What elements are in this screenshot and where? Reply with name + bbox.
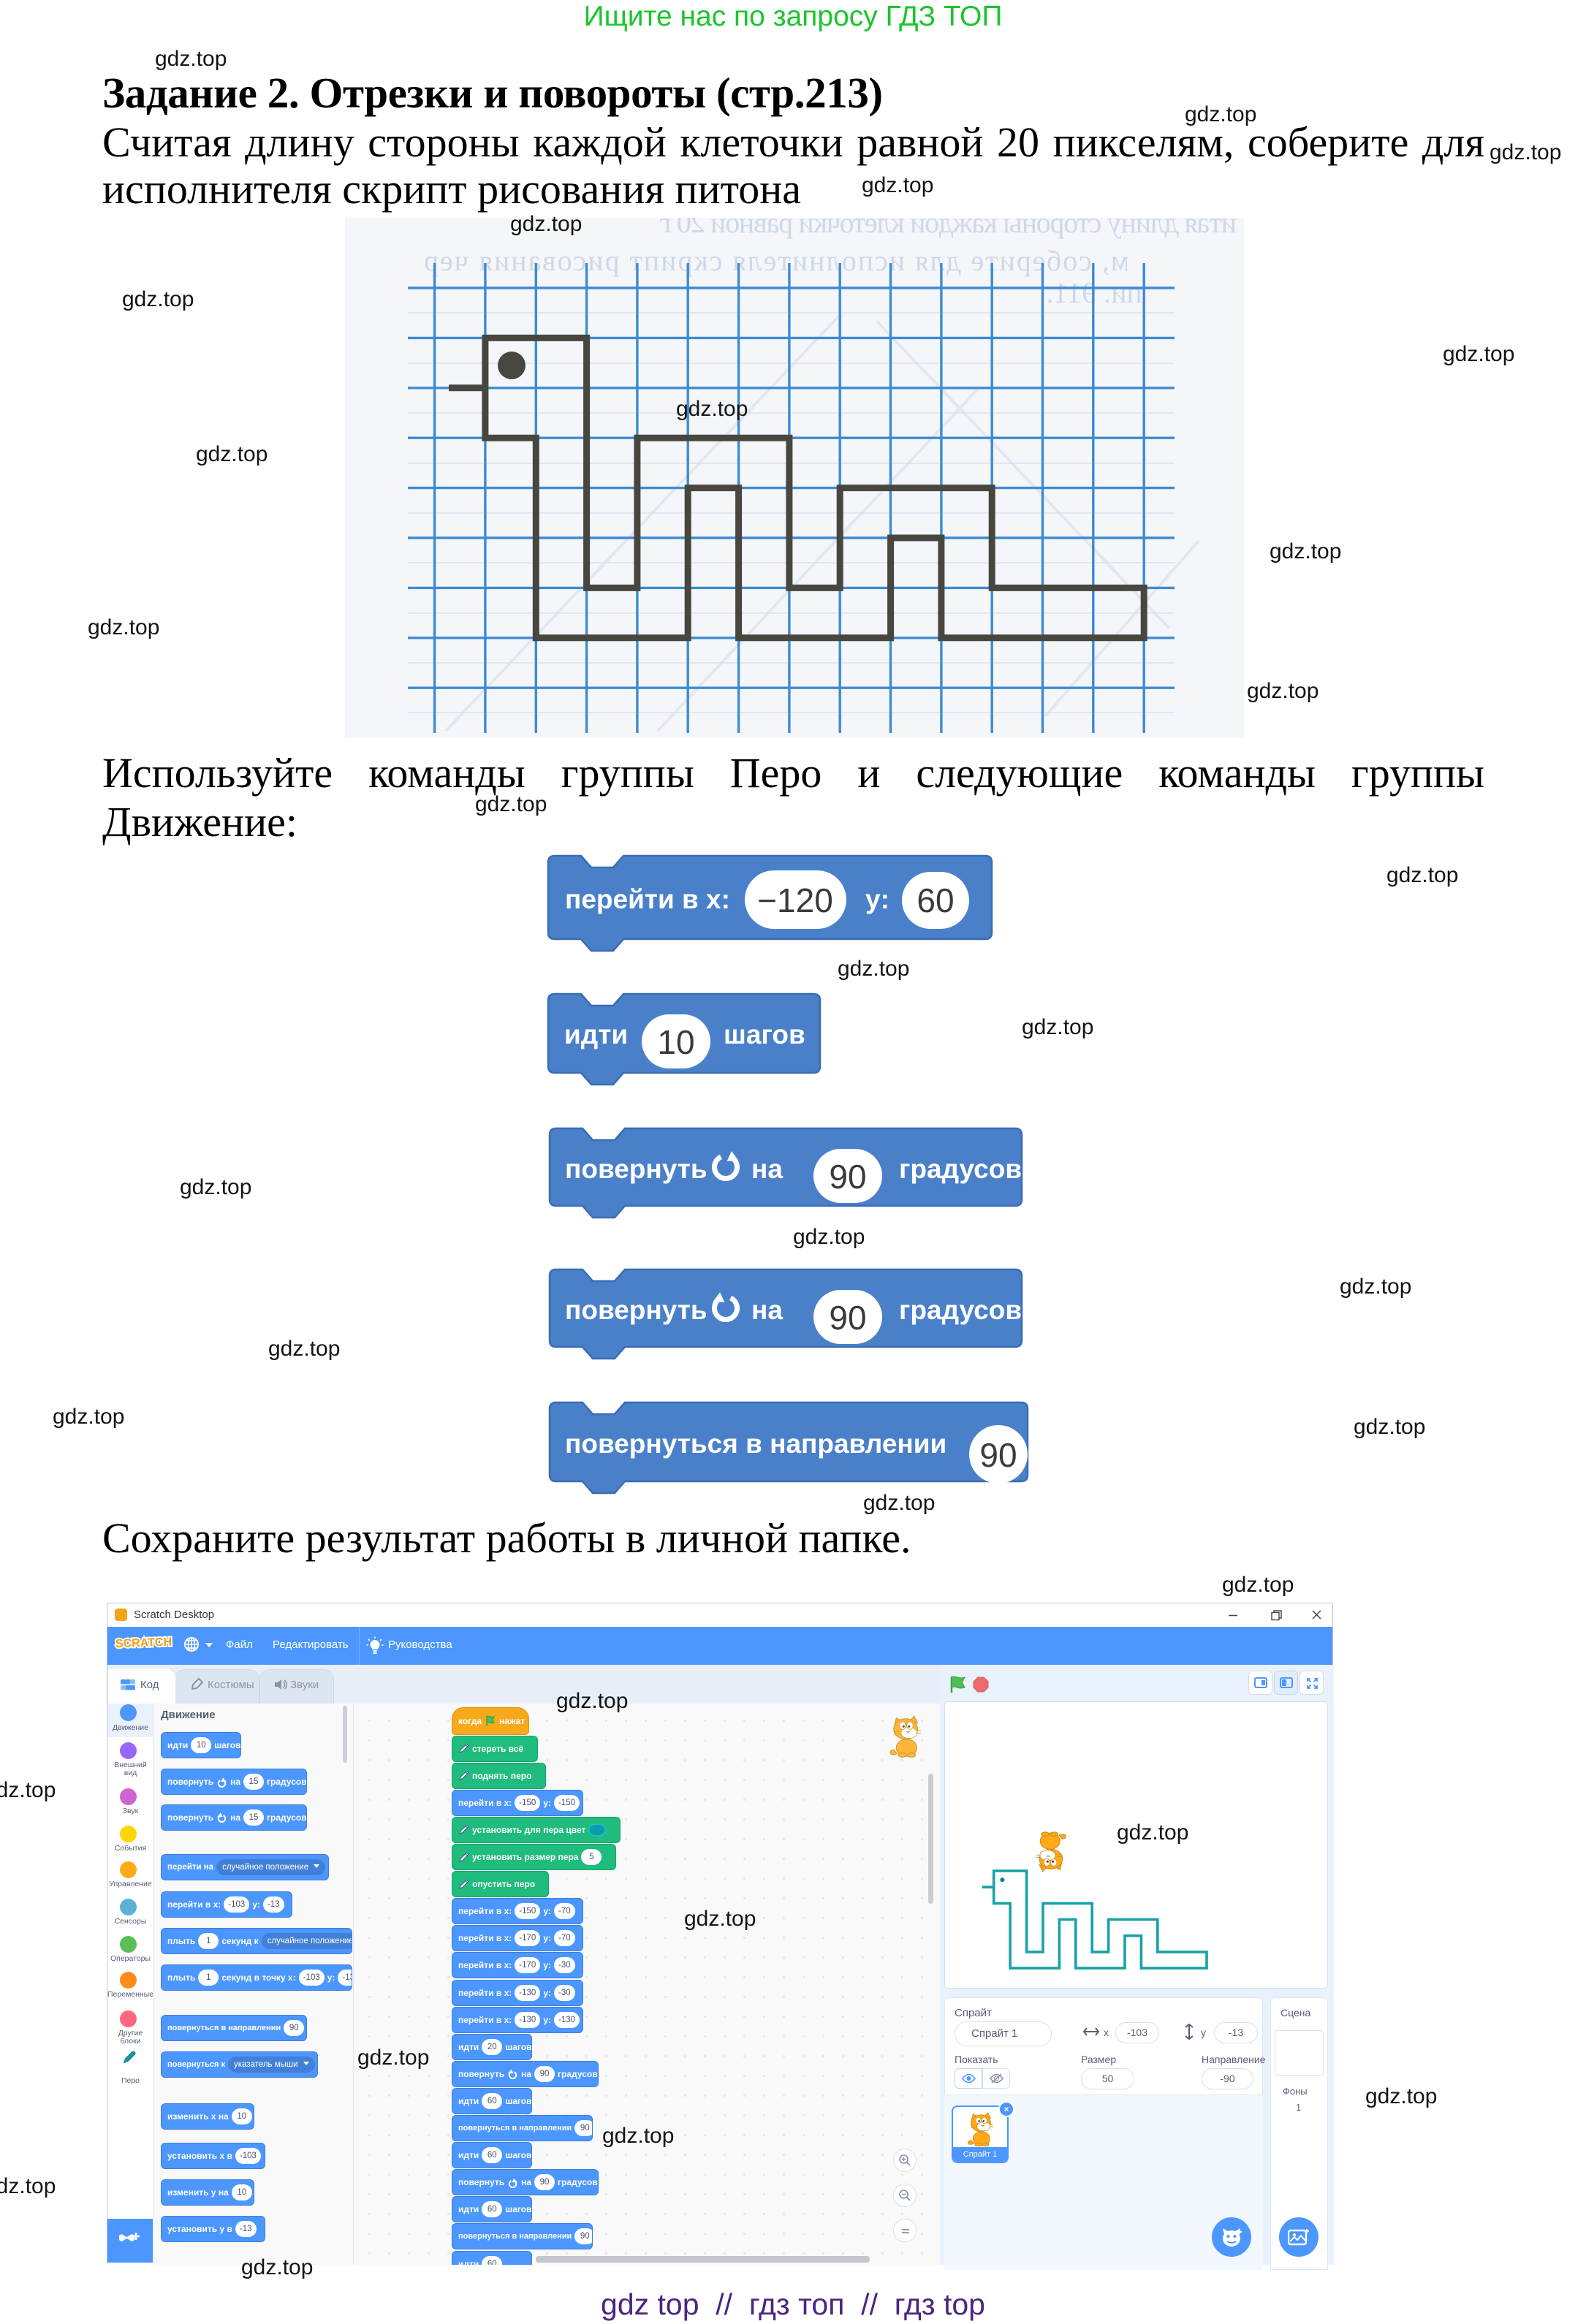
svg-text:на: на — [751, 1154, 783, 1184]
svg-text:y:: y: — [865, 884, 889, 914]
svg-text:градусов: градусов — [899, 1154, 1022, 1184]
svg-text:90: 90 — [829, 1299, 866, 1337]
svg-text:идти: идти — [564, 1019, 628, 1049]
svg-text:градусов: градусов — [899, 1295, 1022, 1325]
svg-text:−120: −120 — [757, 881, 833, 919]
svg-text:повернуться в направлении: повернуться в направлении — [565, 1429, 946, 1459]
svg-text:60: 60 — [917, 881, 954, 919]
svg-text:повернуть: повернуть — [565, 1295, 707, 1325]
svg-text:итая длину стороны каждой клет: итая длину стороны каждой клеточки равно… — [659, 218, 1237, 239]
svg-text:90: 90 — [829, 1158, 866, 1196]
svg-text:повернуть: повернуть — [565, 1154, 707, 1184]
svg-text:перейти в x:: перейти в x: — [565, 884, 730, 914]
svg-text:10: 10 — [657, 1023, 694, 1061]
svg-text:м, соберите для исполнителя ск: м, соберите для исполнителя скрипт рисов… — [424, 244, 1129, 277]
svg-text:шагов: шагов — [724, 1019, 805, 1049]
svg-text:на: на — [751, 1295, 783, 1325]
svg-text:90: 90 — [979, 1436, 1017, 1474]
